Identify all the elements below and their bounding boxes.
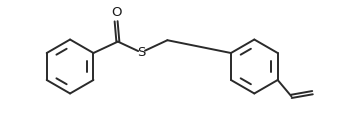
Text: S: S (137, 46, 145, 59)
Text: O: O (111, 6, 121, 19)
